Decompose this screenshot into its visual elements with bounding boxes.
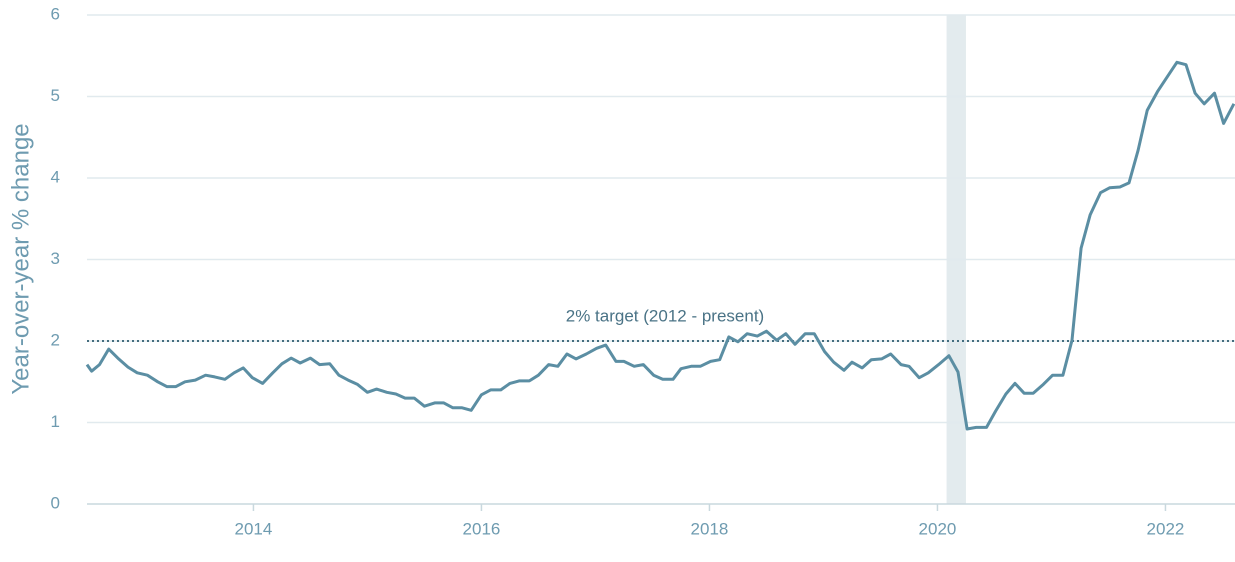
y-tick-label: 1 (51, 412, 60, 431)
y-tick-label: 5 (51, 86, 60, 105)
target-label: 2% target (2012 - present) (566, 306, 764, 325)
x-tick-label: 2022 (1147, 519, 1185, 538)
y-axis-label: Year-over-year % change (7, 123, 34, 394)
y-tick-label: 2 (51, 330, 60, 349)
y-tick-label: 0 (51, 493, 60, 512)
x-tick-label: 2020 (919, 519, 957, 538)
y-tick-label: 6 (51, 4, 60, 23)
y-tick-label: 4 (51, 167, 60, 186)
series-line (85, 60, 1235, 431)
x-tick-label: 2018 (691, 519, 729, 538)
x-tick-label: 2014 (235, 519, 273, 538)
y-tick-label: 3 (51, 249, 60, 268)
x-tick-label: 2016 (463, 519, 501, 538)
